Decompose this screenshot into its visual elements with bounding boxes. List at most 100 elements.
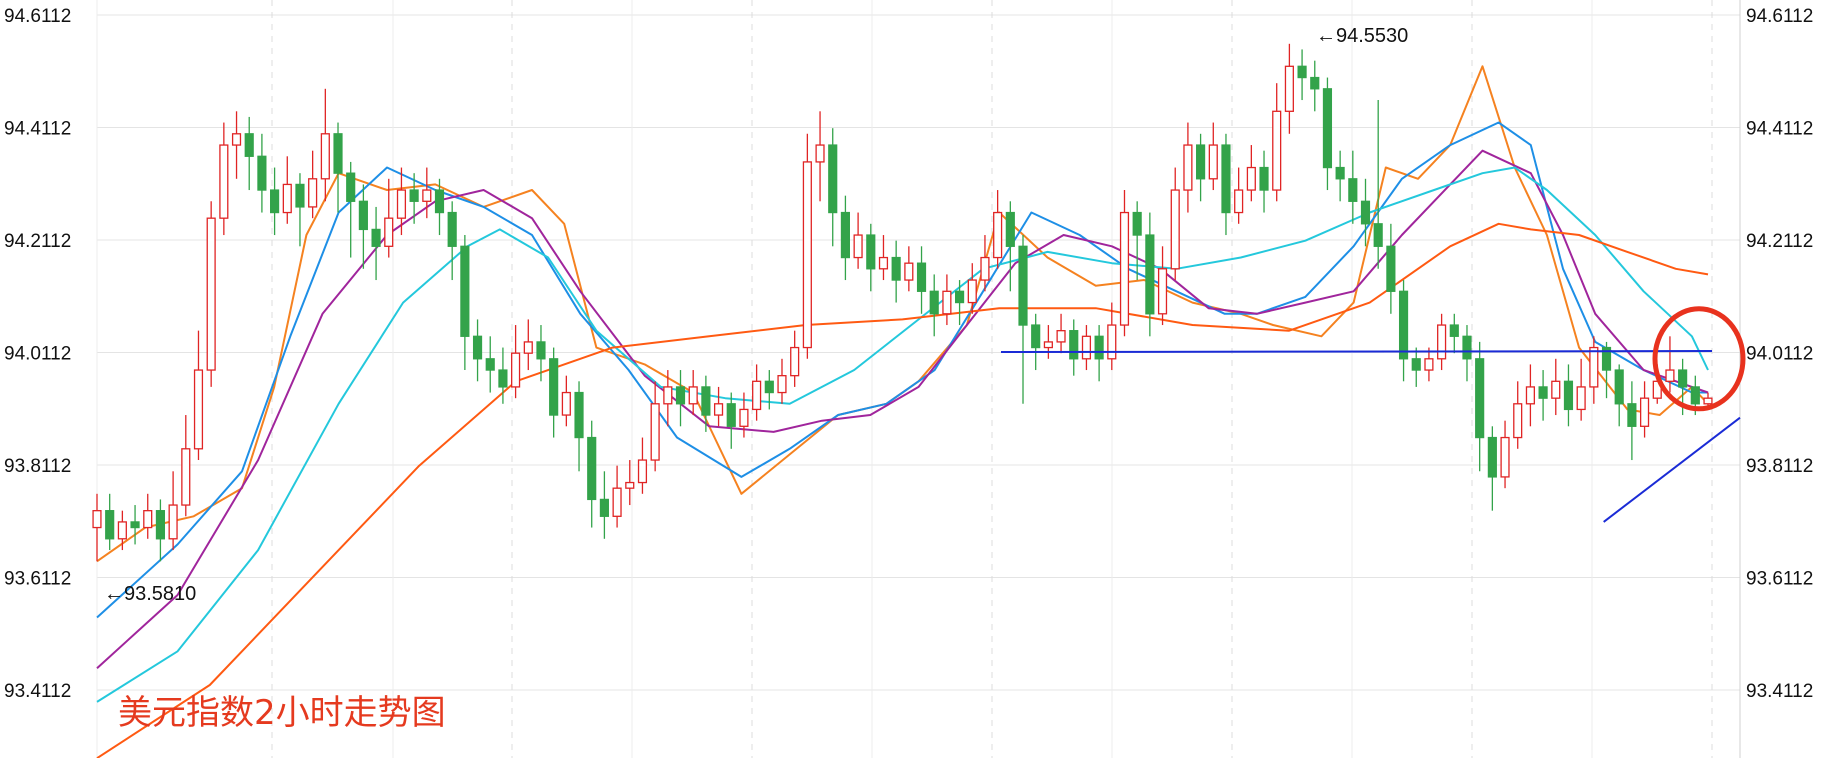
candle-body (1081, 335, 1092, 360)
candle-body (764, 380, 774, 394)
candle-body (168, 504, 178, 540)
candle-body (193, 369, 204, 450)
candle-body (1107, 324, 1117, 360)
y-tick-label-right: 93.6112 (1746, 569, 1813, 590)
candle-body (713, 403, 724, 416)
candle-body (916, 262, 927, 292)
candle-body (561, 391, 571, 416)
candle-body (498, 369, 508, 388)
candle-body (1246, 166, 1256, 191)
candle-body (1449, 324, 1459, 337)
candle-body (1703, 397, 1713, 405)
candle-body (1513, 403, 1523, 439)
candle-body (1335, 166, 1345, 180)
candle-body (1411, 358, 1421, 371)
candle-body (1437, 324, 1447, 360)
candle-body (1094, 335, 1104, 360)
candle-body (282, 183, 292, 214)
candle-body (1639, 397, 1650, 427)
candle-body (1183, 144, 1193, 191)
candle-body (1005, 211, 1015, 247)
candle-body (625, 481, 635, 489)
candle-body (295, 183, 305, 208)
highlight-circle (1652, 306, 1746, 412)
candle-body (739, 408, 749, 427)
candle-body (130, 521, 140, 529)
candle-body (244, 133, 254, 157)
candle-body (447, 211, 457, 247)
y-tick-label-left: 93.8112 (4, 456, 71, 477)
candle-body (1398, 290, 1409, 360)
candles (92, 43, 1713, 562)
candle-body (942, 290, 952, 315)
candle-body (1601, 346, 1612, 371)
y-tick-label-left: 94.6112 (4, 6, 71, 27)
candle-body (1678, 369, 1688, 388)
candle-body (790, 346, 800, 377)
candle-body (549, 358, 559, 416)
candle-body (270, 189, 280, 214)
candle-body (1132, 211, 1142, 236)
candle-body (1360, 200, 1371, 225)
candle-body (904, 262, 914, 281)
y-tick-label-left: 94.0112 (4, 344, 71, 365)
candle-body (1119, 211, 1130, 326)
candle-body (1424, 358, 1434, 371)
moving-average-line (96, 222, 1709, 758)
candle-body (675, 386, 686, 405)
candle-body (1475, 358, 1485, 439)
y-tick-label-right: 93.8112 (1746, 456, 1813, 477)
support-line (1000, 350, 1713, 354)
candle-body (1196, 144, 1206, 180)
candle-body (866, 234, 876, 270)
candle-body (853, 234, 863, 259)
candle-body (485, 358, 495, 371)
candle-body (612, 487, 622, 517)
candle-body (523, 341, 533, 354)
candle-body (511, 352, 521, 388)
y-tick-label-left: 93.6112 (4, 569, 71, 590)
candle-body (92, 510, 102, 529)
candle-body (663, 386, 673, 405)
candle-body (1665, 369, 1675, 382)
candle-body (1208, 144, 1218, 180)
candle-body (1145, 234, 1155, 315)
candle-body (1297, 65, 1307, 79)
candle-body (396, 189, 407, 219)
grid-lines (96, 0, 1741, 758)
candle-body (878, 256, 889, 270)
candle-body (688, 386, 698, 405)
candle-body (231, 133, 242, 146)
candle-body (587, 436, 597, 501)
candle-body (1069, 330, 1079, 360)
candle-body (460, 245, 470, 337)
rising-trendline (1603, 416, 1741, 523)
candle-body (1031, 324, 1041, 349)
candle-body (929, 290, 939, 315)
price-annotations: ←94.5530 ←93.5810 (104, 25, 1408, 605)
candle-body (1322, 88, 1333, 169)
candle-body (726, 403, 736, 427)
candle-body (155, 510, 166, 540)
moving-average-line (96, 149, 1709, 669)
candle-body (219, 144, 229, 219)
candle-body (346, 172, 356, 202)
candle-body (143, 510, 153, 529)
candle-body (980, 256, 990, 281)
candle-body (1690, 386, 1700, 405)
y-tick-label-right: 94.0112 (1746, 344, 1813, 365)
candle-body (1614, 369, 1624, 405)
candle-body (955, 290, 965, 304)
candle-body (1056, 330, 1066, 343)
candle-body (1563, 380, 1574, 411)
candle-body (384, 217, 394, 247)
candle-body (1310, 76, 1320, 90)
y-tick-label-left: 93.4112 (4, 681, 71, 702)
y-axis-tick-labels: 94.6112 94.6112 94.4112 94.4112 94.2112 94.21… (4, 6, 1813, 702)
candle-body (308, 178, 318, 208)
candle-body (828, 144, 838, 214)
candle-body (117, 521, 127, 540)
candle-body (1627, 403, 1637, 427)
candle-body (637, 459, 648, 484)
